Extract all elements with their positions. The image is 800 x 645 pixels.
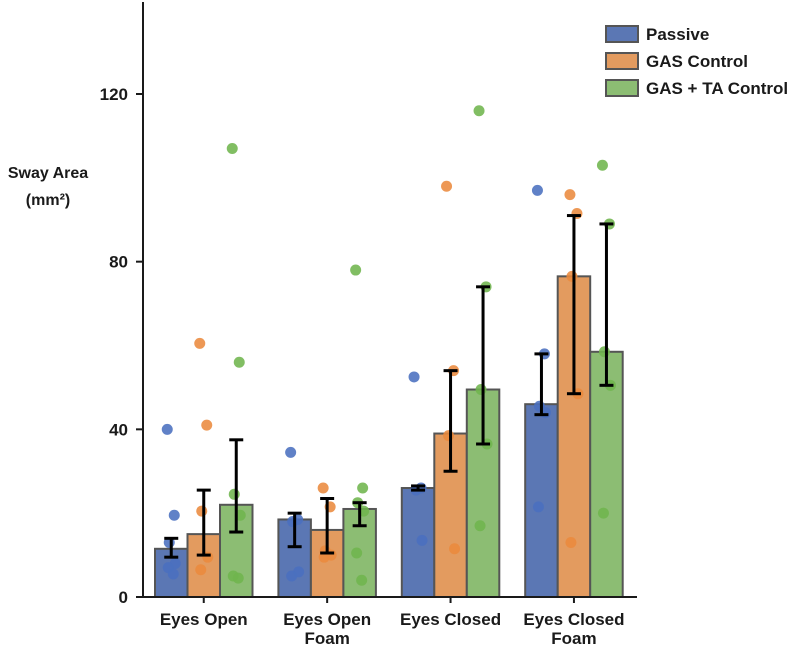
data-point-3-2-2 <box>357 482 369 494</box>
bars-layer <box>154 275 624 599</box>
data-point-3-1-6 <box>232 572 244 584</box>
legend-label-1: Passive <box>646 25 709 44</box>
data-point-3-1-3 <box>228 488 240 500</box>
data-point-1-3-1 <box>408 371 420 383</box>
data-point-1-1-2 <box>168 509 180 521</box>
data-point-3-3-3 <box>475 384 487 396</box>
x-tick-label-4-line2: Foam <box>551 629 596 645</box>
bar-3-4 <box>589 350 624 598</box>
data-point-1-2-3 <box>287 516 299 528</box>
legend-swatch-1 <box>605 25 639 43</box>
y-ticks: 0 40 80 120 <box>100 85 143 607</box>
data-point-1-2-5 <box>286 570 298 582</box>
data-point-3-2-5 <box>351 547 363 559</box>
data-point-2-3-4 <box>449 543 461 555</box>
x-tick-label-3: Eyes Closed <box>400 610 501 629</box>
data-point-3-2-6 <box>356 574 368 586</box>
data-point-3-4-1 <box>596 159 608 171</box>
data-point-2-2-1 <box>317 482 329 494</box>
legend-swatch-2 <box>605 52 639 70</box>
data-point-1-1-6 <box>167 568 179 580</box>
data-point-3-2-1 <box>350 264 362 276</box>
data-point-3-3-5 <box>474 520 486 532</box>
x-tick-label-1: Eyes Open <box>160 610 248 629</box>
data-point-2-3-3 <box>443 430 455 442</box>
data-point-1-2-1 <box>285 446 297 458</box>
legend-swatch-3 <box>605 79 639 97</box>
data-point-3-1-1 <box>226 142 238 154</box>
data-point-2-3-1 <box>441 180 453 192</box>
x-tick-label-2: Eyes Open <box>283 610 371 629</box>
data-point-2-1-2 <box>201 419 213 431</box>
errorbars-layer <box>164 214 614 559</box>
x-tick-label-2-line2: Foam <box>304 629 349 645</box>
data-point-2-1-3 <box>196 505 208 517</box>
y-tick-label-120: 120 <box>100 85 128 104</box>
data-point-1-1-1 <box>161 423 173 435</box>
data-point-3-3-1 <box>473 105 485 117</box>
data-point-1-4-5 <box>532 501 544 513</box>
data-point-1-3-4 <box>416 534 428 546</box>
data-point-2-4-5 <box>565 537 577 549</box>
data-point-3-4-5 <box>597 507 609 519</box>
data-point-2-1-1 <box>194 337 206 349</box>
data-point-3-4-3 <box>598 346 610 358</box>
data-point-2-4-1 <box>564 189 576 201</box>
y-tick-label-0: 0 <box>119 588 128 607</box>
bar-1-4 <box>524 403 559 598</box>
y-axis-unit: (mm²) <box>26 192 70 209</box>
y-tick-label-40: 40 <box>109 420 128 439</box>
legend: Passive GAS Control GAS + TA Control <box>605 25 788 98</box>
x-tick-label-4: Eyes Closed <box>523 610 624 629</box>
legend-label-3: GAS + TA Control <box>646 79 788 98</box>
data-point-2-1-5 <box>195 564 207 576</box>
data-point-2-4-3 <box>566 270 578 282</box>
legend-label-2: GAS Control <box>646 52 748 71</box>
y-axis-label: Sway Area <box>8 165 88 182</box>
data-point-1-4-1 <box>531 184 543 196</box>
data-point-3-1-2 <box>233 356 245 368</box>
y-tick-label-80: 80 <box>109 253 128 272</box>
